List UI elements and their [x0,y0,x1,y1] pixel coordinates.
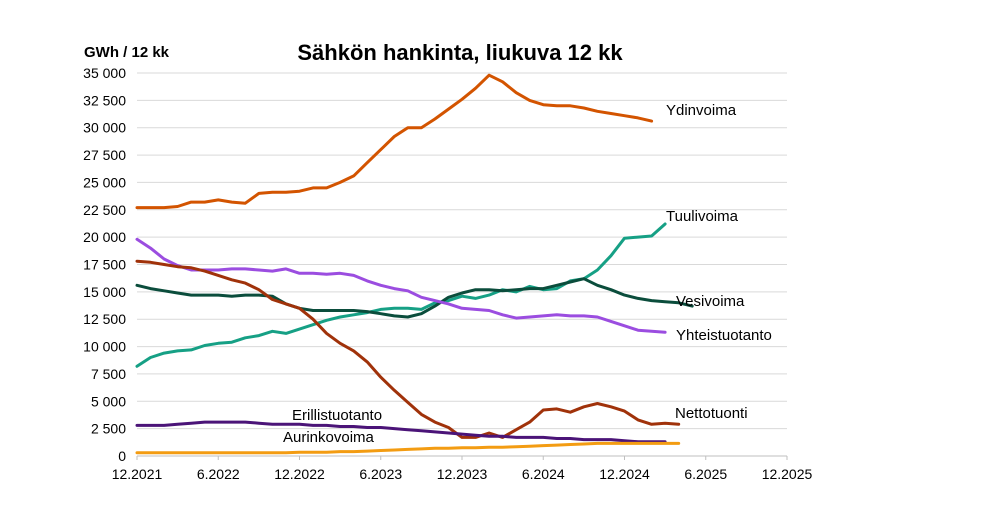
series-line-yhteistuotanto [135,237,667,334]
y-tick-label: 27 500 [83,147,126,163]
x-tick-label: 6.2025 [684,466,727,482]
series-label-vesivoima: Vesivoima [676,293,745,310]
x-tick-label: 6.2023 [359,466,402,482]
series-labels: Ydinvoima Tuulivoima Vesivoima Yhteistuotan… [283,102,772,446]
y-tick-label: 15 000 [83,284,126,300]
x-tick-label: 12.2025 [762,466,813,482]
series-label-tuulivoima: Tuulivoima [666,208,739,225]
y-tick-label: 25 000 [83,174,126,190]
y-tick-label: 20 000 [83,229,126,245]
y-tick-label: 0 [118,448,126,464]
x-tick-label: 12.2021 [112,466,163,482]
axes: 0 2 500 5 000 7 500 10 000 12 500 15 000 17 500… [83,65,812,482]
series-label-ydinvoima: Ydinvoima [666,102,737,119]
series-label-erillistuotanto: Erillistuotanto [292,407,382,424]
y-tick-label: 2 500 [91,421,126,437]
series-lines [135,73,694,455]
y-tick-label: 35 000 [83,65,126,81]
x-tick-label: 6.2024 [522,466,565,482]
series-line-vesivoima [135,277,694,319]
x-tick-label: 12.2023 [437,466,488,482]
x-tick-label: 6.2022 [197,466,240,482]
x-tick-label: 12.2024 [599,466,650,482]
x-tick-label: 12.2022 [274,466,325,482]
series-line-aurinkovoima [135,441,681,455]
series-line-erillistuotanto [135,420,667,444]
series-label-yhteistuotanto: Yhteistuotanto [676,327,772,344]
y-tick-label: 30 000 [83,120,126,136]
series-label-aurinkovoima: Aurinkovoima [283,429,375,446]
y-axis-unit-label: GWh / 12 kk [84,44,170,61]
y-tick-label: 22 500 [83,202,126,218]
series-label-nettotuonti: Nettotuonti [675,405,748,422]
y-tick-label: 32 500 [83,92,126,108]
series-line-ydinvoima [135,73,654,210]
y-tick-label: 17 500 [83,257,126,273]
y-tick-label: 7 500 [91,366,126,382]
gridlines [137,72,787,430]
series-line-nettotuonti [135,259,681,439]
y-tick-label: 5 000 [91,393,126,409]
y-tick-label: 10 000 [83,339,126,355]
chart-title: Sähkön hankinta, liukuva 12 kk [297,40,623,65]
y-tick-label: 12 500 [83,311,126,327]
